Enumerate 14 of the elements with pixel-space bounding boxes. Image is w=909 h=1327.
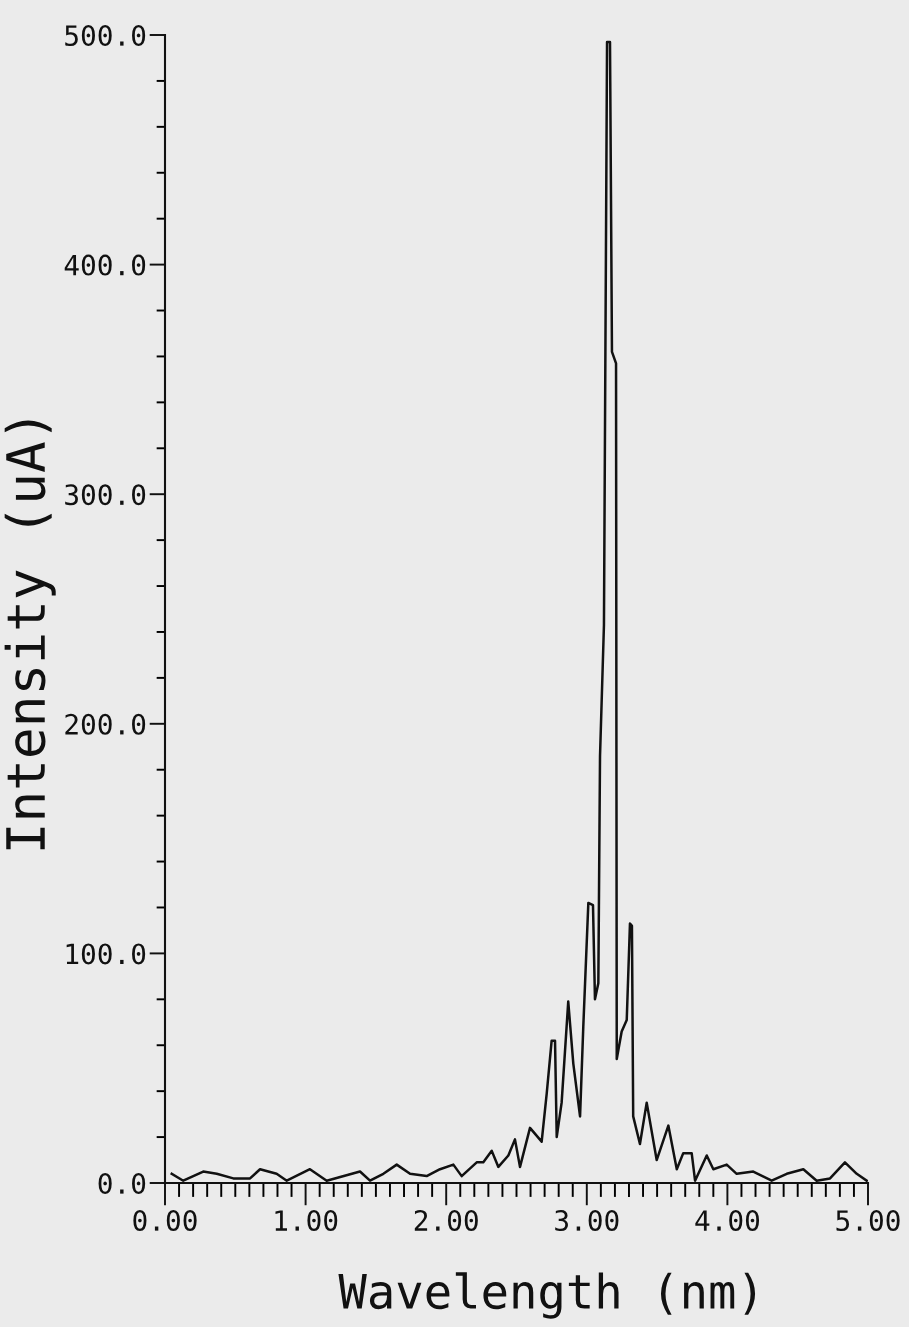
x-tick-label: 5.00: [836, 1210, 900, 1232]
x-tick-label: 1.00: [275, 1210, 338, 1232]
y-tick-label: 400.0: [64, 254, 146, 276]
x-tick-label: 2.00: [414, 1210, 478, 1232]
y-tick-label: 300.0: [65, 484, 146, 506]
y-axis-title: Intensity (uA): [4, 420, 56, 850]
x-tick-label: 4.00: [695, 1210, 760, 1232]
x-tick-label: 3.00: [555, 1210, 619, 1232]
y-tick-label: 500.0: [65, 25, 146, 47]
y-tick-label: 100.0: [66, 943, 146, 965]
x-tick-label: 0.00: [133, 1210, 197, 1232]
y-tick-label: 0.0: [98, 1173, 146, 1195]
x-axis-title: Wavelength (nm): [338, 1272, 756, 1319]
y-tick-label: 200.0: [65, 713, 146, 735]
